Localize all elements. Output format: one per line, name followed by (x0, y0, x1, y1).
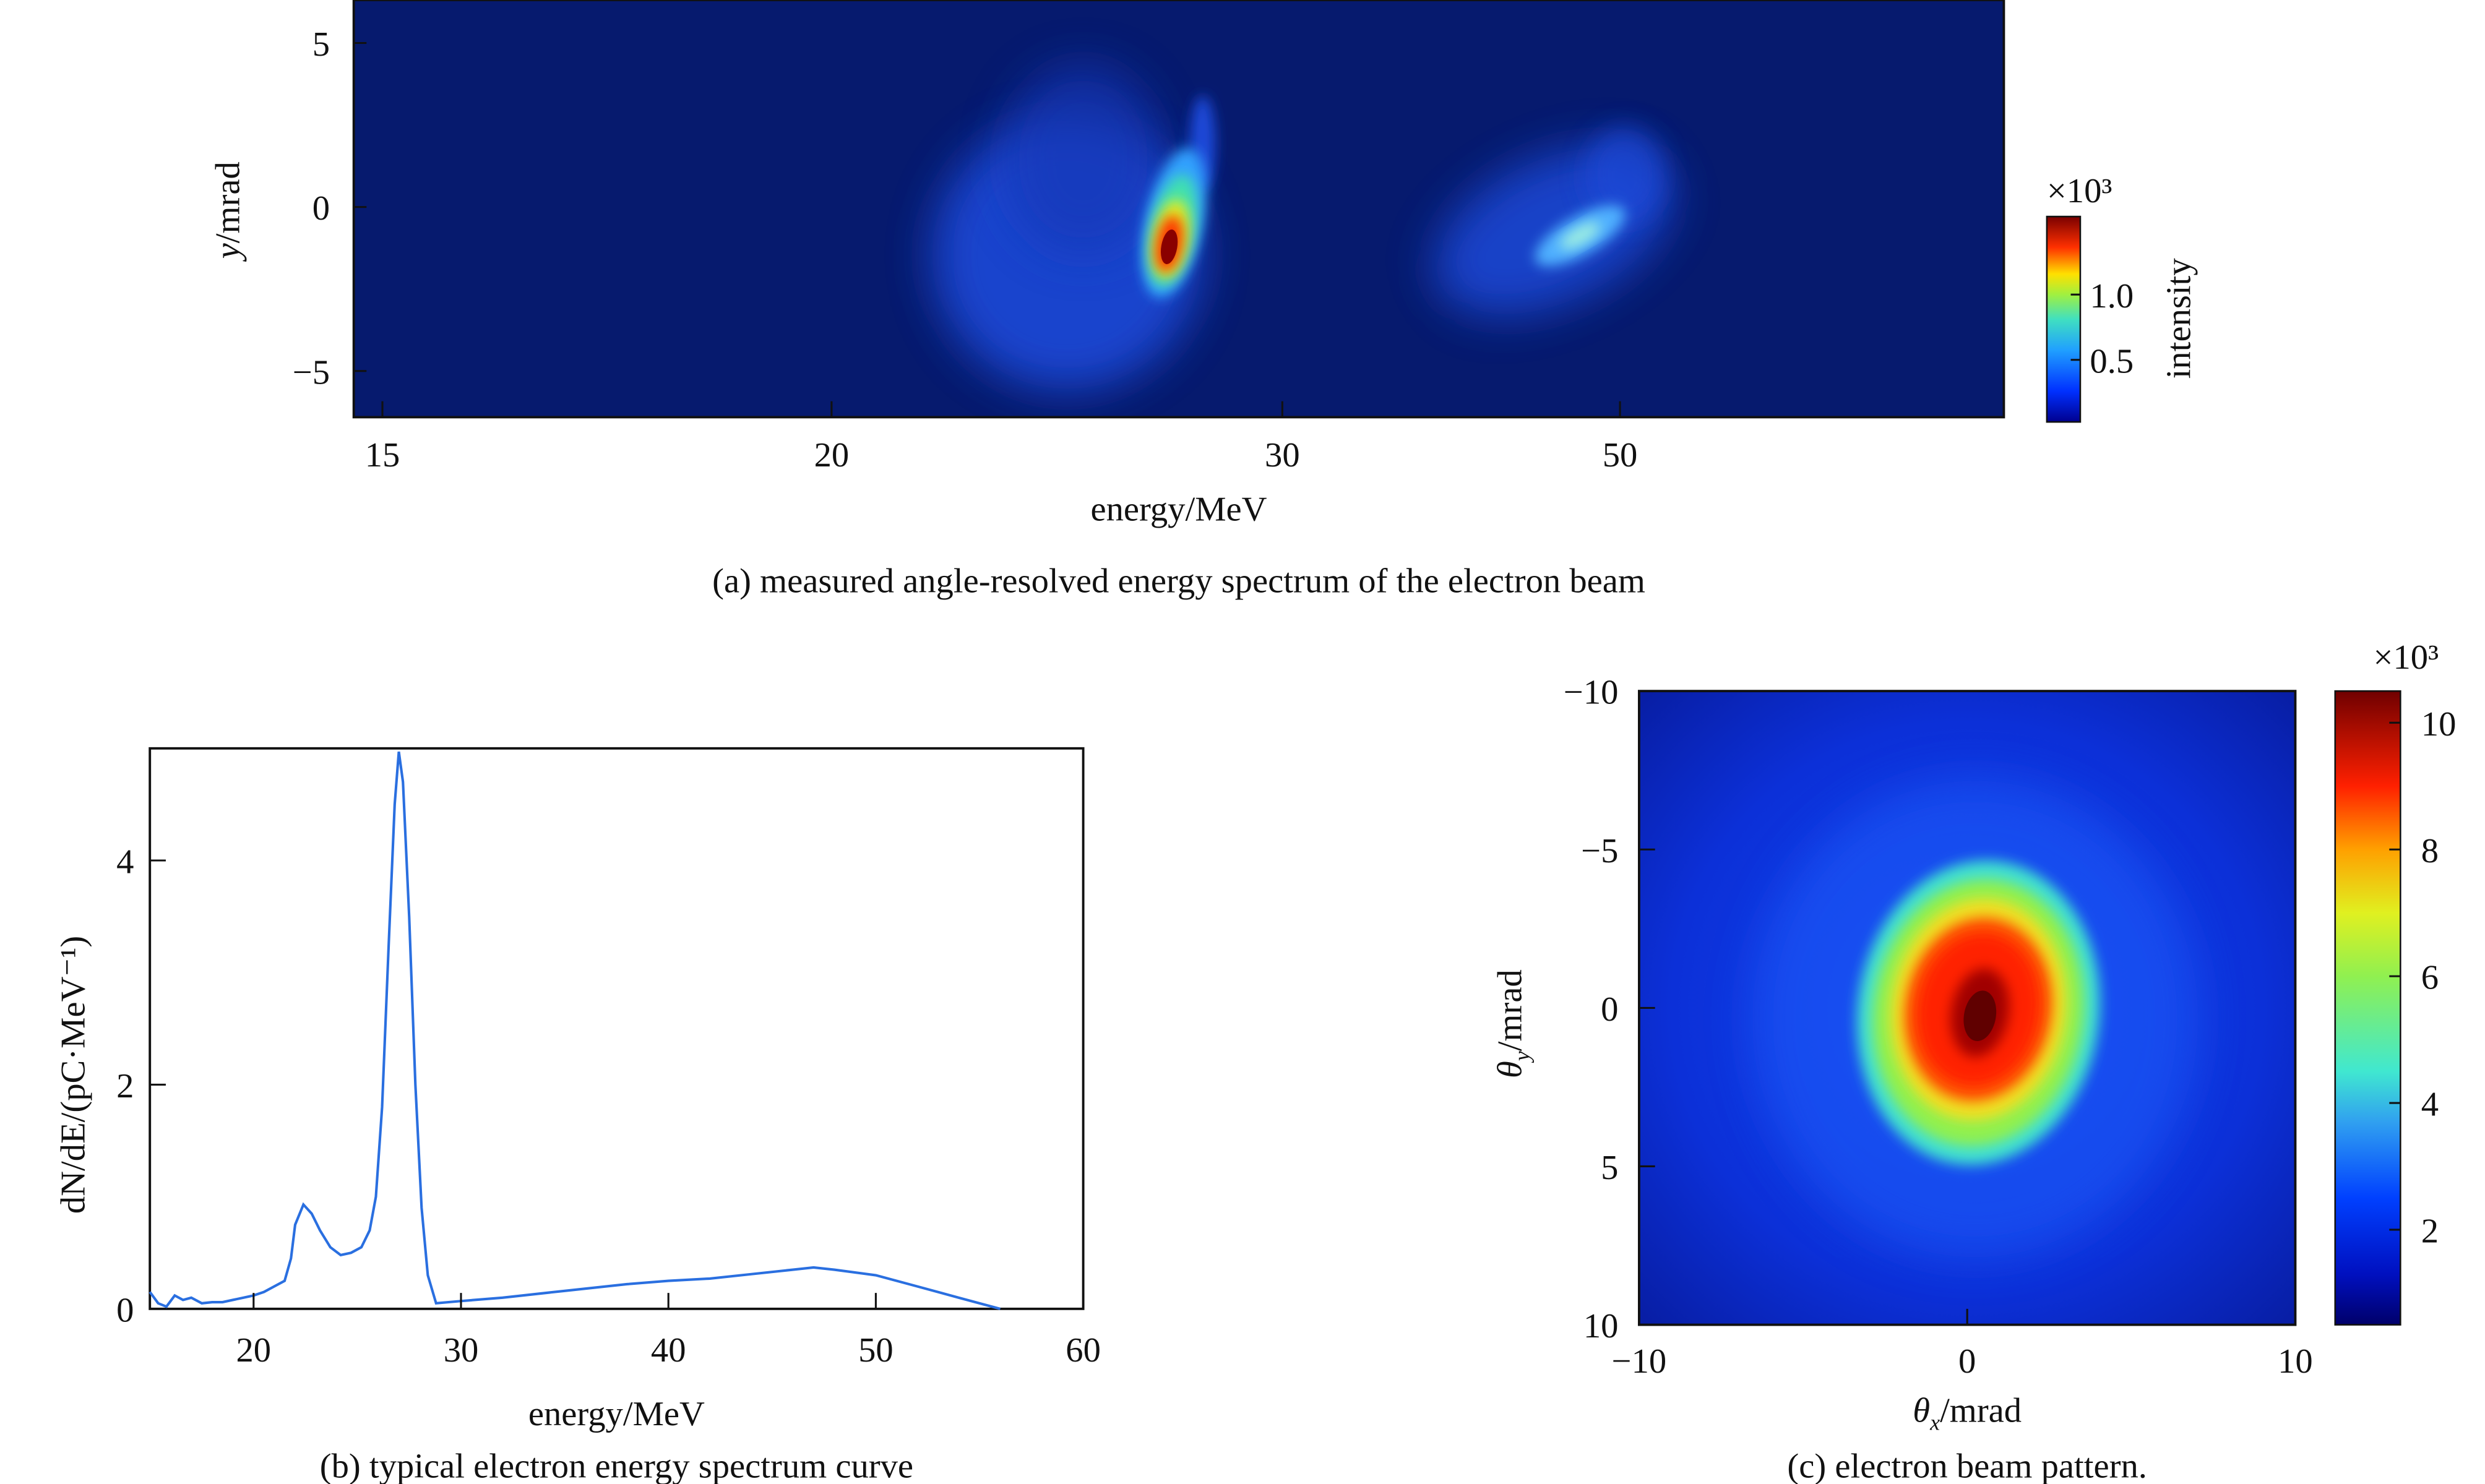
x-axis-label-b: energy/MeV (528, 1395, 705, 1433)
caption-c: (c) electron beam pattern. (1787, 1448, 2147, 1484)
colorbar-tick-label-c: 6 (2421, 959, 2439, 997)
x-tick-label-a: 30 (1265, 436, 1300, 474)
x-tick-label-b: 40 (651, 1331, 686, 1370)
x-tick-label-b: 20 (236, 1331, 272, 1370)
panel-b: 20 30 40 50 60 0 2 4 energy/MeV dN/dE/(pC·MeV⁻¹… (54, 747, 1101, 1484)
y-tick-label-c: −5 (1581, 832, 1618, 870)
x-tick-label-b: 50 (858, 1331, 894, 1370)
y-tick-label-a: 0 (312, 189, 330, 228)
y-tick-label-b: 4 (116, 843, 134, 881)
colorbar-tick-label-c: 8 (2421, 832, 2439, 870)
x-tick-label-b: 30 (444, 1331, 479, 1370)
y-tick-label-c: −10 (1564, 674, 1619, 712)
colorbar-tick-label-a: 0.5 (2090, 342, 2134, 380)
colorbar-tick-label-c: 4 (2421, 1086, 2439, 1124)
y-tick-label-c: 0 (1601, 990, 1618, 1029)
heatmap-a-image (353, 0, 2004, 418)
x-tick-label-a: 20 (814, 436, 850, 474)
y-tick-label-a: 5 (312, 25, 330, 64)
colorbar-tick-label-a: 1.0 (2090, 277, 2134, 315)
caption-b: (b) typical electron energy spectrum cur… (320, 1448, 913, 1484)
colorbar-c-scale: ×10³ (2374, 638, 2439, 677)
y-tick-label-b: 0 (116, 1291, 134, 1329)
colorbar-tick-label-c: 2 (2421, 1212, 2439, 1251)
y-tick-label-b: 2 (116, 1067, 134, 1105)
colorbar-c (2334, 690, 2401, 1326)
x-axis-label-a: energy/MeV (1090, 491, 1267, 529)
plot-frame-b (149, 747, 1085, 1310)
y-tick-label-c: 10 (1583, 1307, 1619, 1345)
y-axis-label-b: dN/dE/(pC·MeV⁻¹) (54, 936, 93, 1214)
x-axis-label-c: θx/mrad (1913, 1392, 2022, 1435)
x-tick-label-c: 0 (1958, 1342, 1976, 1381)
y-axis-label-c: θy/mrad (1491, 969, 1534, 1078)
colorbar-tick-label-c: 10 (2421, 705, 2457, 744)
x-tick-label-a: 15 (365, 436, 400, 474)
y-axis-label-a: y/mrad (209, 161, 247, 262)
x-tick-label-c: −10 (1612, 1342, 1667, 1381)
colorbar-a (2046, 215, 2082, 423)
y-tick-label-a: −5 (293, 353, 330, 392)
spectrum-line (149, 751, 1001, 1310)
x-tick-label-b: 60 (1066, 1331, 1101, 1370)
colorbar-a-scale: ×10³ (2047, 172, 2112, 210)
y-tick-label-c: 5 (1601, 1149, 1618, 1187)
colorbar-a-label: intensity (2160, 258, 2199, 379)
x-tick-label-a: 50 (1603, 436, 1638, 474)
plot-frame-a (352, 0, 2005, 419)
x-tick-label-c: 10 (2278, 1342, 2313, 1381)
heatmap-c-image (1639, 691, 2296, 1325)
broad-lobe-upper (1003, 63, 1163, 255)
caption-a: (a) measured angle-resolved energy spect… (712, 562, 1645, 601)
